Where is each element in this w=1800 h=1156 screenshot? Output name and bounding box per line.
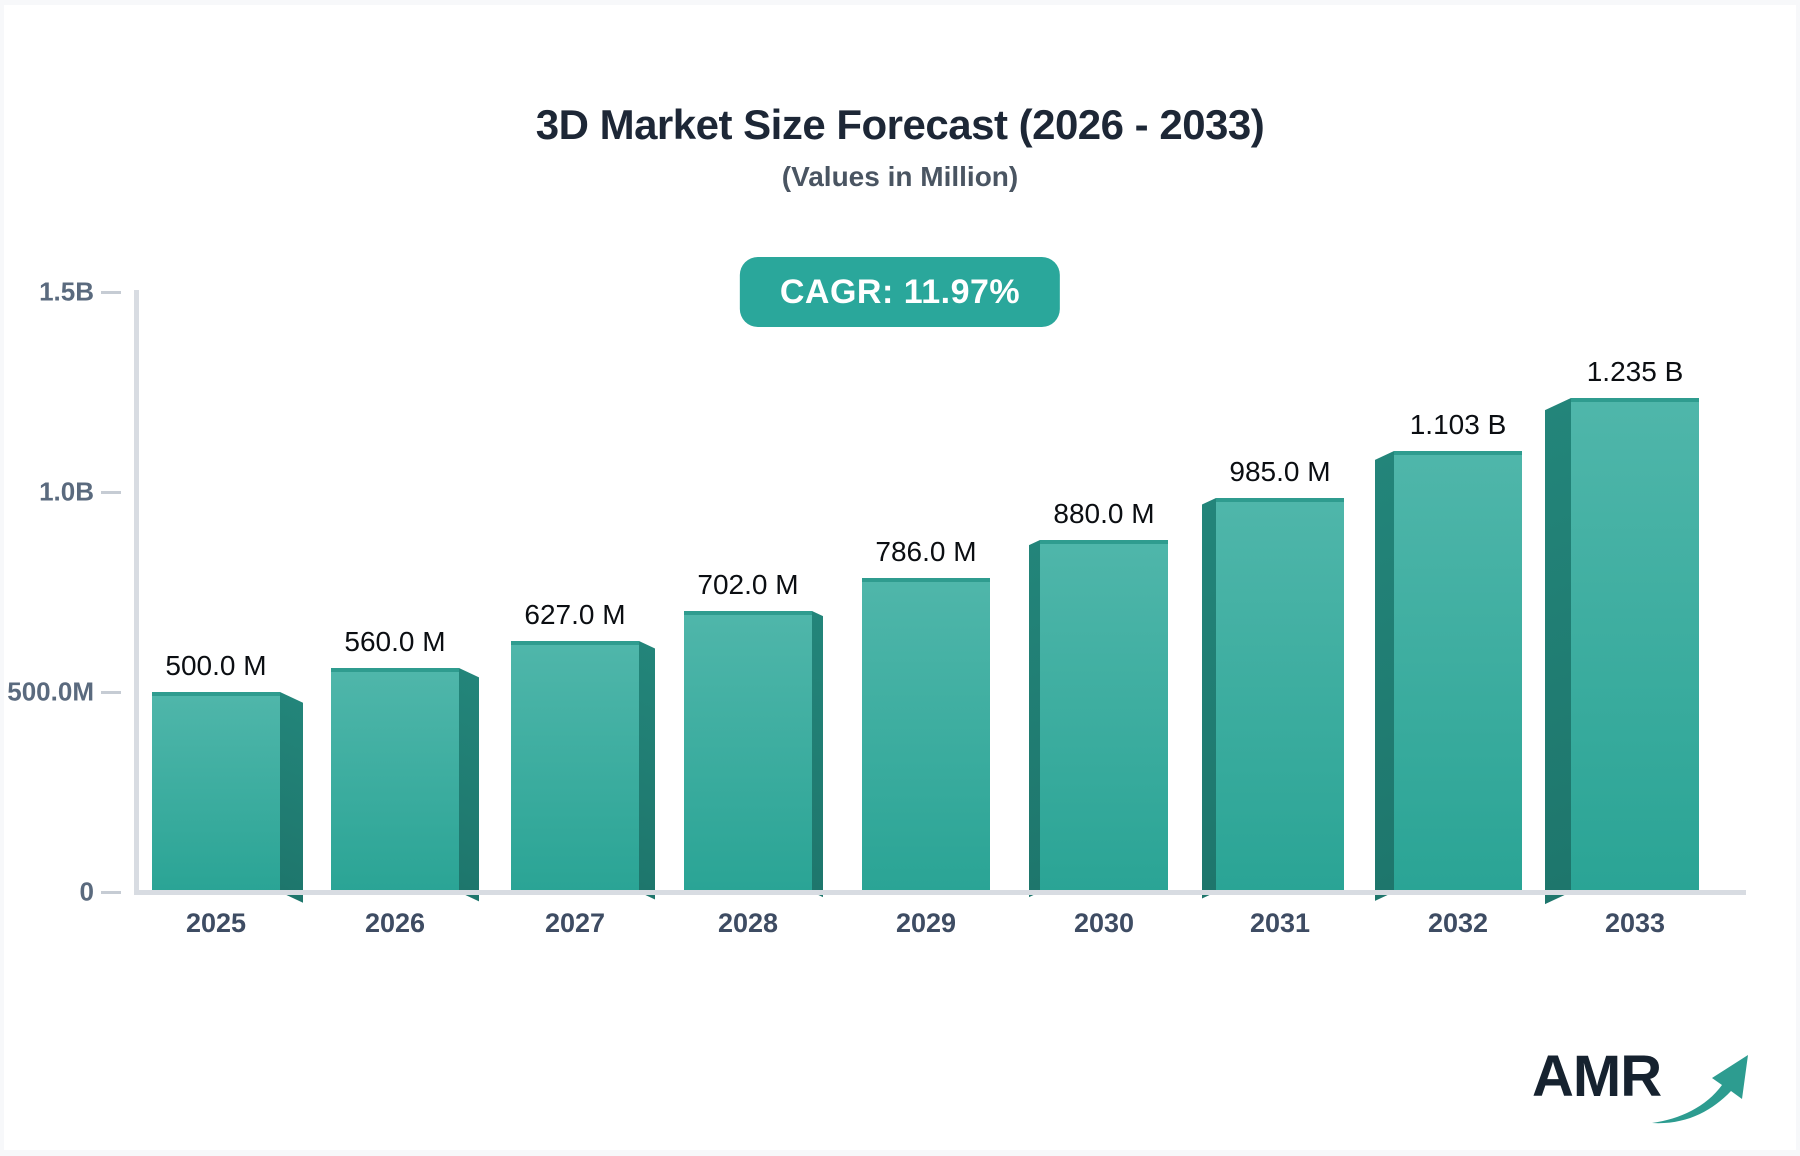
bar-value-label: 985.0 M (1229, 456, 1331, 487)
bar-value-label: 1.235 B (1586, 356, 1684, 387)
x-axis-label-2029: 2029 (895, 908, 957, 938)
cagr-badge: CAGR: 11.97% (739, 257, 1061, 327)
bar-2025 (152, 692, 280, 892)
bar-side-face (639, 641, 655, 900)
bar-2027 (511, 641, 639, 892)
y-axis-tick (101, 291, 121, 294)
bar-side-face (812, 611, 823, 898)
bar-value-label: 702.0 M (697, 569, 799, 601)
growth-arrow-icon (1652, 1055, 1748, 1124)
x-axis-label-2025: 2025 (185, 908, 247, 938)
y-axis-tick-label: 1.5B (39, 276, 94, 307)
x-axis-label-2027: 2027 (544, 908, 606, 938)
chart-title: 3D Market Size Forecast (2026 - 2033) (535, 101, 1265, 148)
x-axis-label-2031: 2031 (1249, 908, 1311, 938)
bar-value-label: 880.0 M (1053, 498, 1155, 529)
bar-value-label: 786.0 M (875, 535, 977, 567)
bar-chart-plot: 1.5B 1.0B 500.0M 0 500.0 M 2025 560.0 M 2026 627… (4, 5, 1796, 1150)
bar-2029 (862, 577, 990, 892)
chart-subtitle: (Values in Million) (781, 161, 1019, 192)
x-axis-label-2032: 2032 (1427, 908, 1489, 938)
y-axis-tick-label: 0 (79, 876, 94, 907)
x-axis-label-2028: 2028 (717, 908, 779, 938)
y-axis-tick-label: 500.0M (7, 676, 94, 707)
bar-value-label: 1.103 B (1409, 408, 1507, 440)
bar-value-label: 560.0 M (344, 626, 446, 657)
bar-value-label: 627.0 M (524, 599, 626, 631)
y-axis-tick (101, 891, 121, 894)
bar-side-face (1202, 498, 1216, 899)
y-axis-tick-label: 1.0B (39, 476, 94, 507)
bar-2030 (1040, 540, 1168, 892)
bar-2026 (331, 668, 459, 892)
x-axis-label-2026: 2026 (364, 908, 426, 938)
bar-side-face (1375, 450, 1394, 901)
y-axis-tick (101, 691, 121, 694)
chart-card: 3D Market Size Forecast (2026 - 2033) (V… (4, 5, 1796, 1150)
bar-side-face (280, 692, 303, 903)
bar-side-face (1545, 398, 1571, 905)
bar-side-face (1029, 540, 1040, 898)
amr-logo: AMR (1532, 1037, 1748, 1127)
bar-2031 (1216, 498, 1344, 892)
x-axis-label-2030: 2030 (1073, 908, 1135, 938)
amr-logo-text: AMR (1532, 1044, 1662, 1109)
cagr-badge-label: CAGR: 11.97% (779, 272, 1021, 311)
bar-2028 (684, 611, 812, 892)
bar-side-face (459, 668, 479, 902)
bar-value-label: 500.0 M (165, 650, 267, 681)
x-axis-label-2033: 2033 (1604, 908, 1666, 938)
bar-2032 (1394, 450, 1522, 892)
y-axis-line (134, 290, 139, 892)
bar-2033 (1571, 398, 1699, 892)
y-axis-tick (101, 491, 121, 494)
x-axis-line (134, 890, 1746, 895)
